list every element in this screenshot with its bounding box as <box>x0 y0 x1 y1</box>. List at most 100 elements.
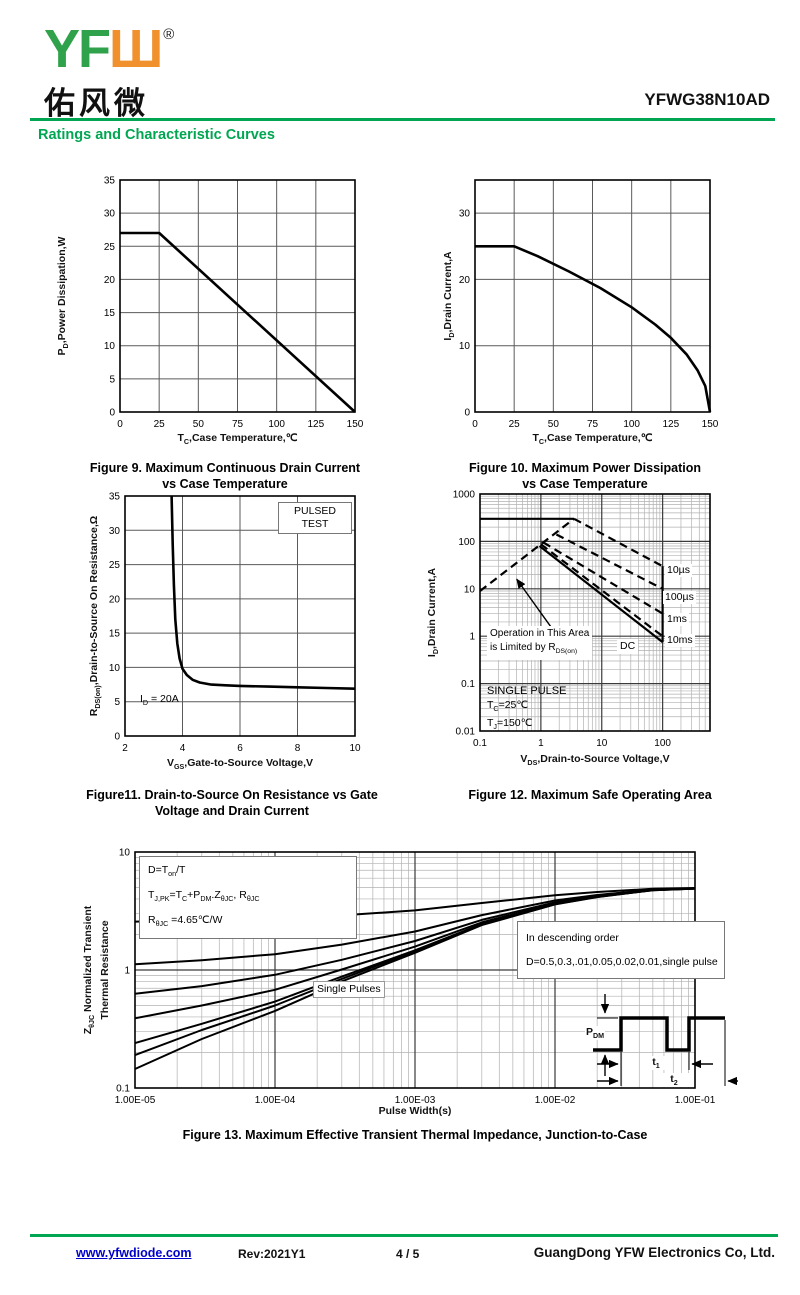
company-name: GuangDong YFW Electronics Co, Ltd. <box>533 1245 775 1260</box>
series-rdson-vs-vgs <box>170 495 356 690</box>
soa-10ms-label: 10ms <box>665 634 695 647</box>
x-tick-label: 1.00E-01 <box>675 1095 716 1106</box>
logo-w-glyph: Ш <box>109 19 163 79</box>
series-100µs <box>555 533 664 590</box>
part-number: YFWG38N10AD <box>644 90 770 109</box>
x-tick-label: 0 <box>117 419 123 430</box>
footer-divider <box>30 1234 778 1237</box>
page-number: 4 / 5 <box>396 1247 420 1261</box>
y-tick-label: 10 <box>459 341 471 352</box>
y-tick-label: 15 <box>104 308 116 319</box>
x-tick-label: 100 <box>623 419 640 430</box>
y-tick-label: 0.1 <box>461 679 475 690</box>
figure-12: ID,Drain Current,A 0.1 1 10 100 0.01 0.1 1 10 10… <box>400 487 750 832</box>
y-tick-label: 30 <box>109 526 121 537</box>
x-tick-label: 1.00E-02 <box>535 1095 576 1106</box>
figure-10: ID,Drain Current,A 0 25 50 75 100 125 150 0 10 20… <box>400 170 750 500</box>
y-tick-label: 0 <box>114 732 120 743</box>
fig10-chart: 0 25 50 75 100 125 150 0 10 20 30 <box>459 179 719 430</box>
thermal-formula-box: D=Ton/T TJ,PK=TC+PDM.ZθJC, RθJC RθJC =4.… <box>139 856 357 940</box>
y-tick-label: 1000 <box>453 490 476 501</box>
logo-chinese-text: 佑风微 <box>44 86 149 121</box>
series-DC <box>538 545 664 643</box>
x-tick-label: 6 <box>237 743 243 754</box>
x-tick-label: 1.00E-03 <box>395 1095 436 1106</box>
y-tick-label: 5 <box>109 374 115 385</box>
fig11-caption: Figure11. Drain-to-Source On Resistance … <box>86 788 378 818</box>
x-tick-label: 2 <box>122 743 128 754</box>
fig12-x-axis-label: VDS,Drain-to-Source Voltage,V <box>520 753 670 768</box>
x-tick-label: 25 <box>509 419 521 430</box>
y-tick-label: 25 <box>109 560 121 571</box>
logo-yf-text: YF <box>44 19 111 79</box>
duty-cycle-legend-box: In descending order D=0.5,0.3,.01,0.05,0… <box>517 921 725 979</box>
y-tick-label: 20 <box>109 594 121 605</box>
annotation-arrow <box>516 578 556 633</box>
x-tick-label: 75 <box>232 419 244 430</box>
x-tick-label: 1 <box>538 738 544 749</box>
y-tick-label: 10 <box>109 663 121 674</box>
fig9-chart: 0 25 50 75 100 125 150 0 5 10 15 20 25 30 35 <box>104 176 364 431</box>
soa-conditions: SINGLE PULSE TC=25℃ TJ=150℃ <box>487 685 567 732</box>
x-tick-label: 0 <box>472 419 478 430</box>
y-tick-label: 30 <box>459 209 471 220</box>
x-tick-label: 75 <box>587 419 599 430</box>
fig13-x-axis-label: Pulse Width(s) <box>378 1105 452 1117</box>
revision-label: Rev:2021Y1 <box>238 1247 306 1261</box>
y-tick-label: 35 <box>109 492 121 503</box>
x-tick-label: 100 <box>268 419 285 430</box>
yfw-logo: YFШ ® 佑风微 <box>44 8 174 123</box>
x-tick-label: 4 <box>180 743 186 754</box>
pulse-waveform-drawing <box>593 994 738 1086</box>
id-condition-label: ID = 20A <box>140 693 179 708</box>
fig12-caption: Figure 12. Maximum Safe Operating Area <box>468 788 712 802</box>
soa-region-note: Operation in This Area is Limited by RDS… <box>487 626 593 660</box>
y-tick-label: 100 <box>458 537 475 548</box>
y-tick-label: 25 <box>104 242 116 253</box>
logo-wordmark: YFШ ® <box>44 19 174 79</box>
series-rdson-limit <box>479 517 575 592</box>
series-1ms <box>542 541 664 615</box>
soa-1ms-label: 1ms <box>665 613 689 626</box>
y-tick-label: 0 <box>109 408 115 419</box>
header-divider <box>30 118 775 121</box>
fig13-caption: Figure 13. Maximum Effective Transient T… <box>182 1128 648 1142</box>
fig11-x-axis-label: VGS,Gate-to-Source Voltage,V <box>166 757 314 772</box>
y-tick-label: 35 <box>104 176 116 187</box>
y-tick-label: 20 <box>459 275 471 286</box>
x-tick-label: 0.1 <box>473 738 487 749</box>
x-tick-label: 10 <box>596 738 608 749</box>
y-tick-label: 15 <box>109 629 121 640</box>
y-tick-label: 1 <box>124 966 130 977</box>
plot-border <box>474 179 711 413</box>
y-tick-label: 0.01 <box>456 727 476 738</box>
x-tick-label: 150 <box>347 419 364 430</box>
series-max-power-dissipation <box>120 231 356 413</box>
pulse-waveform-inset: PDM t1 t2 <box>585 988 740 1090</box>
y-tick-label: 20 <box>104 275 116 286</box>
series-single pulse <box>134 887 696 1070</box>
y-tick-label: 5 <box>114 697 120 708</box>
website-link[interactable]: www.yfwdiode.com <box>76 1246 192 1260</box>
series-max-drain-current <box>475 245 712 413</box>
fig9-caption: Figure 9. Maximum Continuous Drain Curre… <box>89 461 361 491</box>
y-tick-label: 0 <box>464 408 470 419</box>
figure-11: RDS(on),Drain-to-Source On Resistance,Ω … <box>40 487 390 832</box>
x-tick-label: 125 <box>662 419 679 430</box>
section-title: Ratings and Characteristic Curves <box>38 127 275 143</box>
pulsed-test-label: PULSED TEST <box>278 502 352 534</box>
x-tick-label: 100 <box>654 738 671 749</box>
fig10-x-axis-label: TC,Case Temperature,℃ <box>532 432 653 447</box>
fig11-chart: 2 4 6 8 10 0 5 10 15 20 25 30 35 <box>109 492 361 755</box>
soa-10us-label: 10µs <box>665 564 692 577</box>
x-tick-label: 1.00E-04 <box>255 1095 296 1106</box>
y-tick-label: 10 <box>464 584 476 595</box>
x-tick-label: 1.00E-05 <box>115 1095 156 1106</box>
x-tick-label: 150 <box>702 419 719 430</box>
single-pulses-label: Single Pulses <box>313 981 385 998</box>
x-tick-label: 10 <box>349 743 361 754</box>
soa-dc-label: DC <box>617 639 639 654</box>
fig10-caption: Figure 10. Maximum Power Dissipation vs … <box>468 461 701 491</box>
